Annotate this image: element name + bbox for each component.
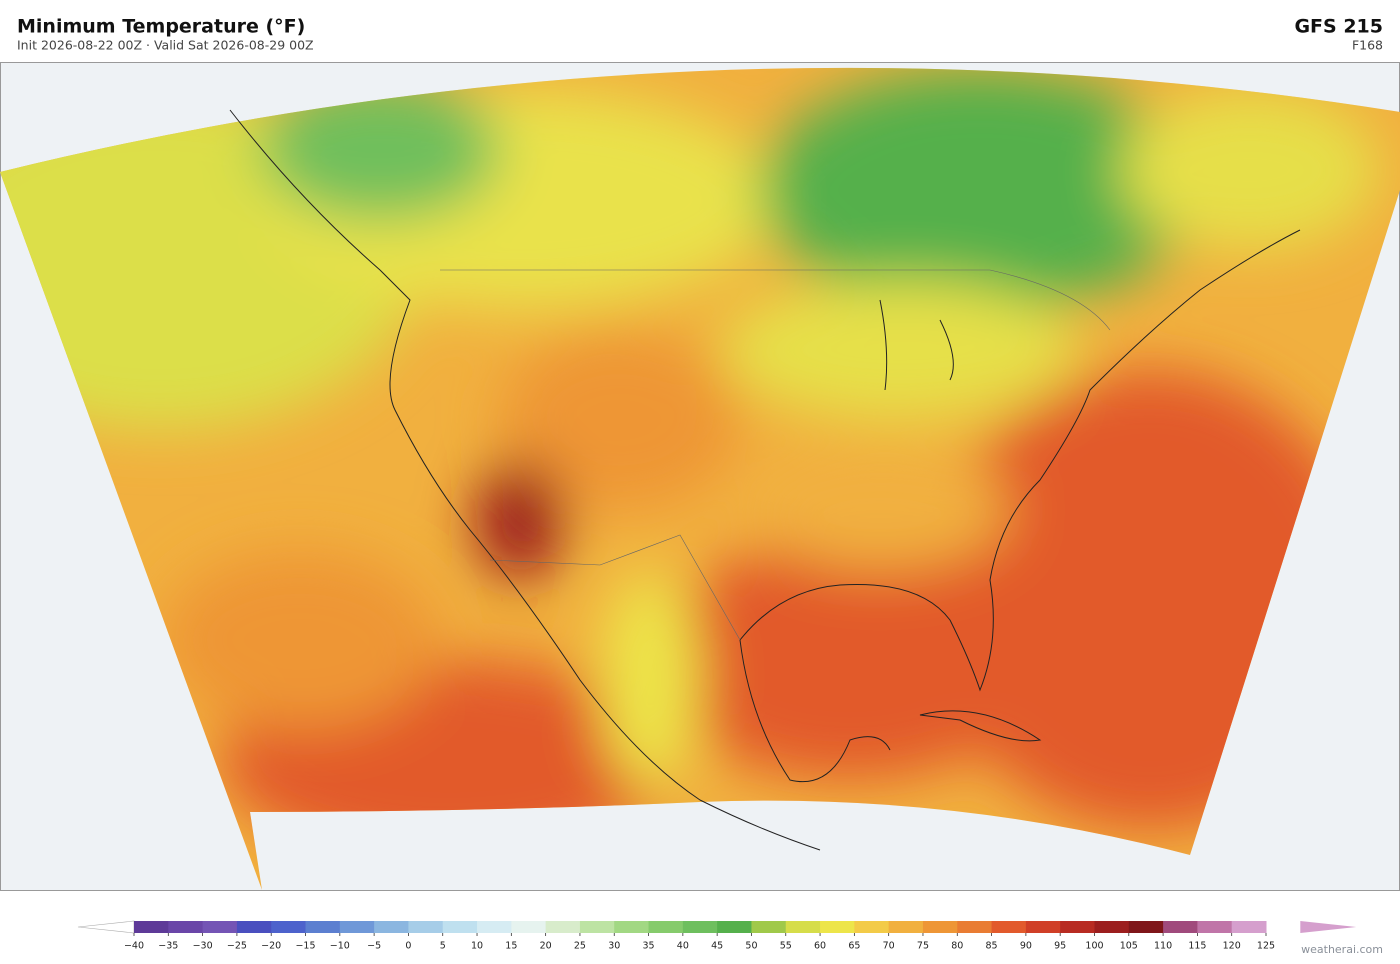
colorbar-tick-label: 55 bbox=[780, 941, 792, 952]
colorbar-segment bbox=[854, 921, 890, 933]
colorbar-segment bbox=[442, 921, 478, 933]
colorbar-tick-label: −15 bbox=[295, 941, 315, 952]
colorbar-tick-label: 5 bbox=[440, 941, 446, 952]
colorbar-tick-label: 25 bbox=[574, 941, 586, 952]
colorbar-segment bbox=[682, 921, 718, 933]
colorbar-tick-label: 30 bbox=[608, 941, 620, 952]
colorbar-tick-label: 45 bbox=[711, 941, 723, 952]
colorbar-segment bbox=[305, 921, 341, 933]
colorbar-segment bbox=[168, 921, 204, 933]
colorbar-segment bbox=[477, 921, 512, 933]
colorbar-tick-label: 85 bbox=[986, 941, 998, 952]
colorbar-segment bbox=[271, 921, 307, 933]
temperature-field bbox=[0, 67, 1400, 890]
colorbar-tick-label: 110 bbox=[1154, 941, 1172, 952]
colorbar-segment bbox=[1060, 921, 1095, 933]
colorbar-tick-label: 125 bbox=[1257, 941, 1275, 952]
borders bbox=[440, 269, 1111, 641]
colorbar-segment bbox=[991, 921, 1027, 933]
colorbar-segment bbox=[134, 921, 169, 933]
colorbar-tick-label: 80 bbox=[951, 941, 963, 952]
colorbar-under bbox=[77, 920, 135, 934]
colorbar-tick-label: 15 bbox=[505, 941, 517, 952]
colorbar-segment bbox=[236, 921, 272, 933]
colorbar-tick-label: 60 bbox=[814, 941, 826, 952]
title: Minimum Temperature (°F) bbox=[17, 16, 305, 38]
colorbar-segment bbox=[1128, 921, 1164, 933]
colorbar-tick-label: −30 bbox=[193, 941, 213, 952]
coastlines bbox=[229, 109, 1301, 851]
model-label: GFS 215 bbox=[1294, 16, 1383, 38]
colorbar-tick-label: 100 bbox=[1085, 941, 1103, 952]
colorbar-tick-label: 95 bbox=[1054, 941, 1066, 952]
colorbar-tick-label: 115 bbox=[1188, 941, 1206, 952]
colorbar-tick-label: 40 bbox=[677, 941, 689, 952]
colorbar-segment bbox=[374, 921, 409, 933]
colorbar-tick-label: −20 bbox=[261, 941, 281, 952]
colorbar-tick-label: 50 bbox=[745, 941, 757, 952]
colorbar-tick-label: 70 bbox=[883, 941, 895, 952]
colorbar-tick-label: −40 bbox=[124, 941, 144, 952]
colorbar-tick-label: −10 bbox=[330, 941, 350, 952]
colorbar-segment bbox=[957, 921, 993, 933]
colorbar-tick-label: 75 bbox=[917, 941, 929, 952]
colorbar-segment bbox=[751, 921, 787, 933]
watermark: weatherai.com bbox=[1301, 943, 1383, 956]
colorbar-tick-label: 0 bbox=[405, 941, 411, 952]
colorbar-tick-label: 120 bbox=[1223, 941, 1241, 952]
colorbar-segment bbox=[1197, 921, 1233, 933]
colorbar-segment bbox=[922, 921, 958, 933]
colorbar-segment bbox=[545, 921, 581, 933]
colorbar-tick-label: 10 bbox=[471, 941, 483, 952]
colorbar-tick-label: 90 bbox=[1020, 941, 1032, 952]
colorbar-over bbox=[1300, 921, 1357, 933]
colorbar-segment bbox=[717, 921, 752, 933]
colorbar-segment bbox=[1231, 921, 1267, 933]
colorbar-segment bbox=[888, 921, 924, 933]
colorbar-segment bbox=[648, 921, 684, 933]
colorbar-tick-label: 20 bbox=[540, 941, 552, 952]
colorbar-tick-label: −35 bbox=[158, 941, 178, 952]
colorbar-tick-label: 65 bbox=[848, 941, 860, 952]
colorbar-segment bbox=[202, 921, 238, 933]
colorbar-segment bbox=[1163, 921, 1198, 933]
forecast-hour: F168 bbox=[1352, 38, 1383, 53]
subtitle: Init 2026-08-22 00Z · Valid Sat 2026-08-… bbox=[17, 38, 314, 53]
colorbar: −40 −35 −30 −25 −20 −15 −10 −5 0 5 10 15 20 25 30 35 40 4… bbox=[77, 920, 1357, 952]
colorbar-tick-label: 105 bbox=[1120, 941, 1138, 952]
colorbar-segment bbox=[785, 921, 821, 933]
colorbar-segment bbox=[511, 921, 547, 933]
colorbar-tick-label: 35 bbox=[642, 941, 654, 952]
colorbar-segment bbox=[339, 921, 375, 933]
colorbar-segment bbox=[579, 921, 615, 933]
colorbar-segment bbox=[408, 921, 444, 933]
colorbar-segment bbox=[1025, 921, 1061, 933]
colorbar-tick-label: −25 bbox=[227, 941, 247, 952]
colorbar-segment bbox=[1094, 921, 1130, 933]
colorbar-tick-label: −5 bbox=[367, 941, 381, 952]
colorbar-segment bbox=[820, 921, 855, 933]
colorbar-segment bbox=[614, 921, 650, 933]
